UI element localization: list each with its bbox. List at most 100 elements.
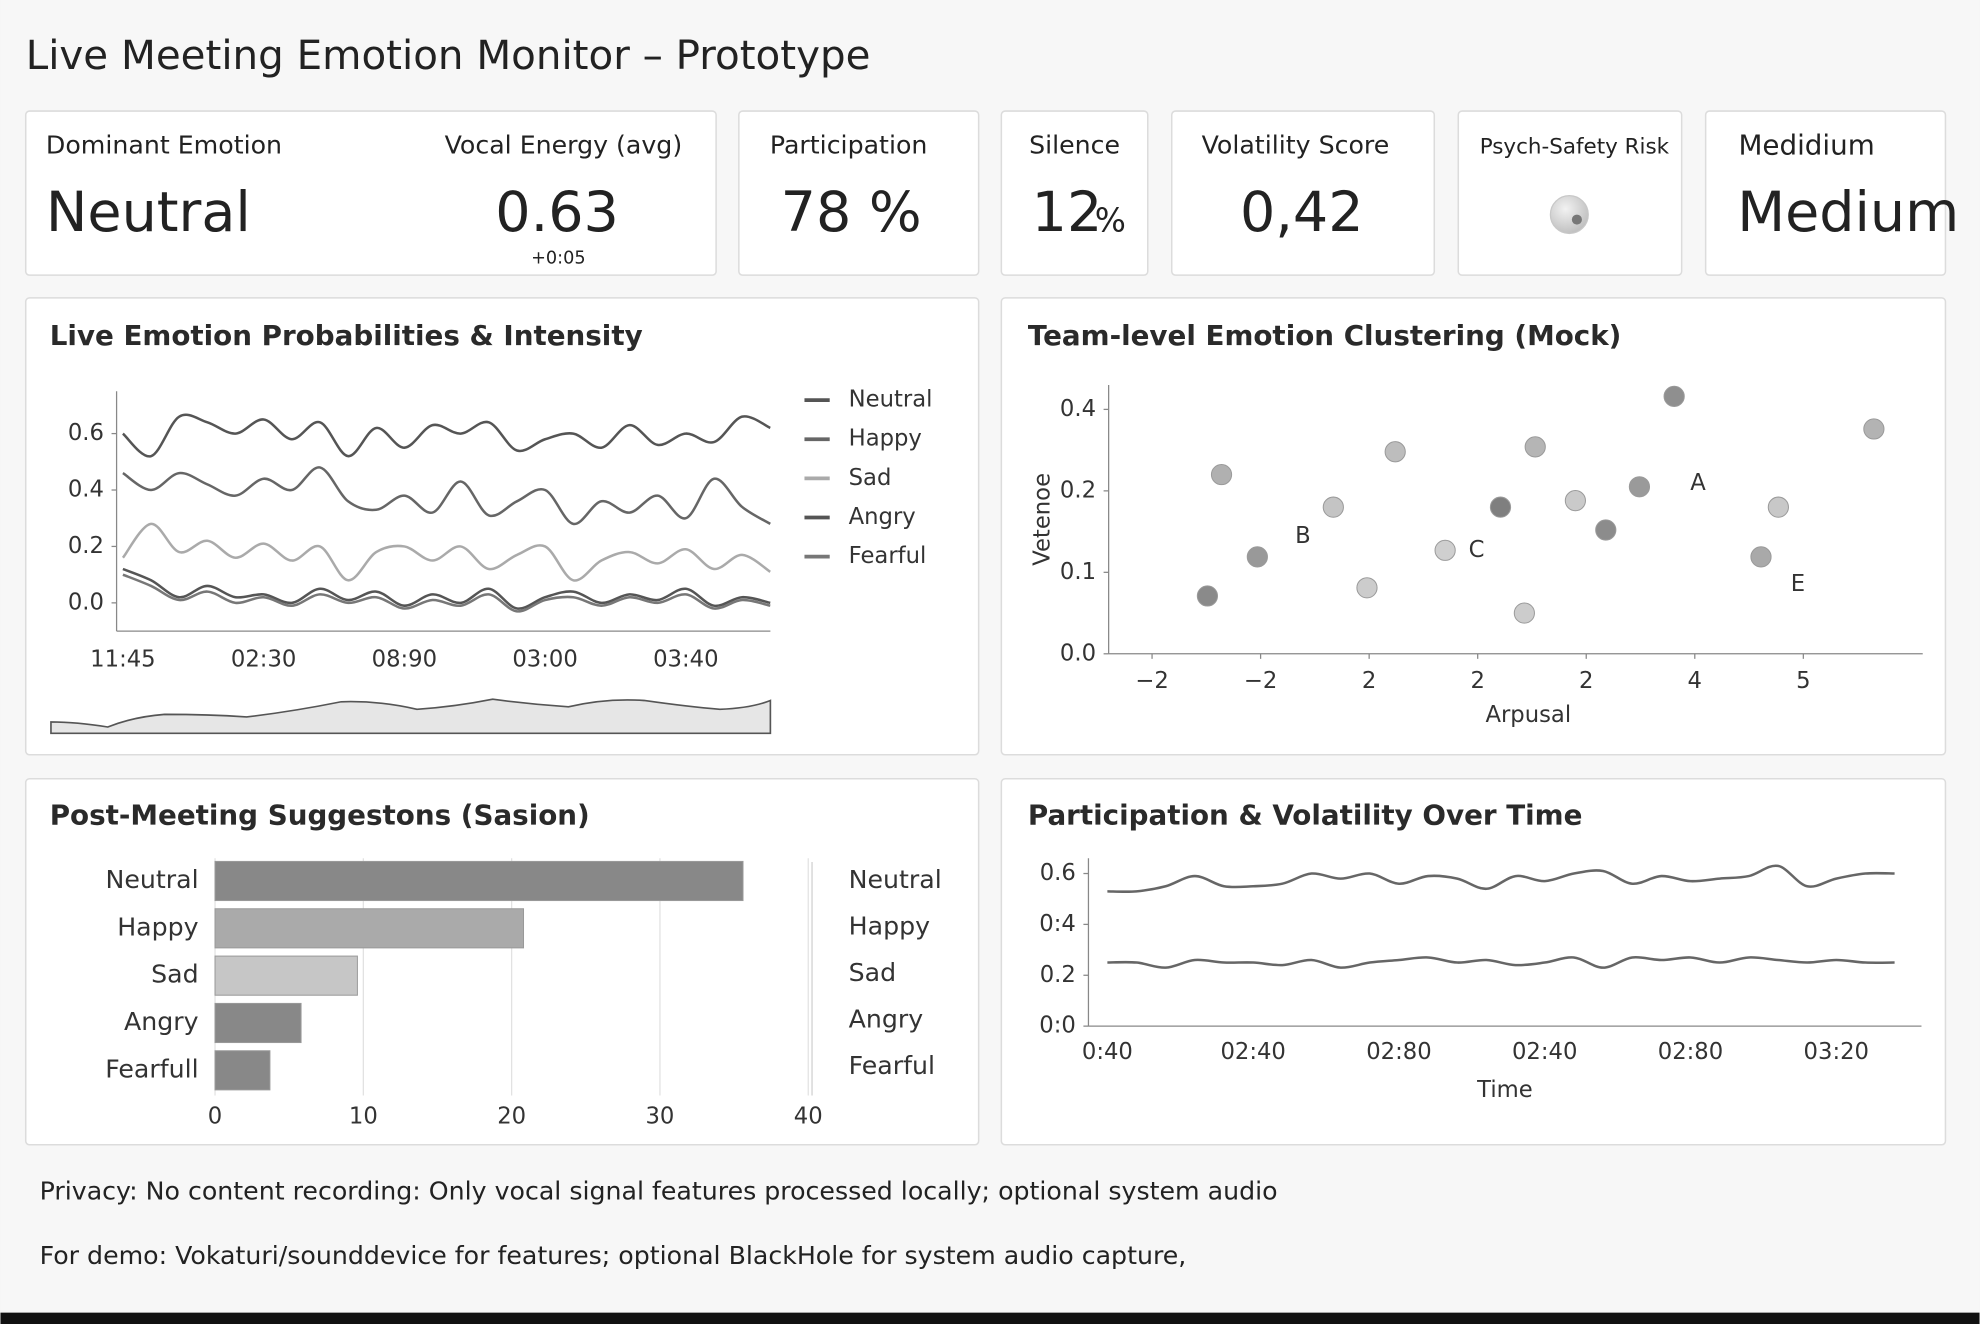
- kpi-card: [1170, 110, 1436, 276]
- scatter-point: [1513, 602, 1535, 624]
- bar: [214, 860, 744, 902]
- x-tick-label: 02:80: [1658, 1039, 1723, 1065]
- bar: [214, 1002, 302, 1044]
- x-tick-label: 02:40: [1512, 1039, 1577, 1065]
- x-tick-label: 0: [208, 1104, 222, 1130]
- scatter-point: [1434, 539, 1456, 561]
- note: Privacy: No content recording: Only voca…: [40, 1177, 1278, 1206]
- kpi-card: [24, 110, 717, 276]
- annotation: A: [1690, 470, 1706, 496]
- x-tick-label: 20: [497, 1104, 526, 1130]
- y-tick-label: 0.4: [68, 477, 104, 503]
- scatter-point: [1628, 476, 1651, 498]
- x-tick-label: 2: [1579, 668, 1593, 694]
- page-title: Live Meeting Emotion Monitor – Prototype: [26, 32, 871, 79]
- kpi-value: 78 %: [781, 180, 922, 245]
- x-tick-label: 0:40: [1082, 1039, 1133, 1065]
- legend-label: Neutral: [849, 387, 933, 413]
- kpi-card: [738, 110, 980, 276]
- bottom-edge: [0, 1312, 1980, 1324]
- scatter-point: [1322, 496, 1344, 518]
- y-tick-label: Fearfull: [105, 1054, 198, 1083]
- x-tick-label: 02:40: [1220, 1039, 1285, 1065]
- scatter-point: [1196, 585, 1219, 607]
- legend-label: Neutral: [849, 865, 942, 894]
- series-line: [121, 522, 771, 582]
- note: For demo: Vokaturi/sounddevice for featu…: [40, 1241, 1187, 1270]
- annotation: E: [1791, 571, 1805, 597]
- series-line: [122, 413, 771, 458]
- kpi-unit: %: [1095, 202, 1126, 240]
- panel-title: Post-Meeting Suggestons (Sasion): [50, 799, 590, 832]
- x-axis-label: Time: [1476, 1077, 1533, 1103]
- panel: [24, 297, 980, 756]
- y-tick-label: 0.2: [1040, 962, 1076, 988]
- kpi-label: Psych-Safety Risk: [1480, 135, 1670, 160]
- legend-label: Sad: [849, 465, 892, 491]
- y-tick-label: 0:4: [1039, 911, 1076, 937]
- kpi-card: [1000, 110, 1149, 276]
- x-tick-label: 2: [1470, 668, 1484, 694]
- legend-label: Happy: [849, 911, 930, 940]
- y-tick-label: 0.6: [1040, 860, 1076, 886]
- kpi-card: [1704, 110, 1947, 276]
- panel: [1000, 297, 1947, 756]
- bar: [214, 1050, 271, 1091]
- series-line: [122, 573, 771, 613]
- kpi-value: 0,42: [1240, 180, 1364, 245]
- x-tick-label: 03:40: [653, 647, 718, 673]
- scatter-point: [1750, 546, 1772, 568]
- risk-indicator: [1549, 195, 1589, 235]
- kpi-label: Participation: [770, 130, 928, 159]
- x-tick-label: −2: [1135, 668, 1168, 694]
- x-tick-label: 11:45: [90, 647, 155, 673]
- x-tick-label: −2: [1244, 668, 1277, 694]
- y-axis-label: Vetenoe: [1030, 473, 1056, 566]
- kpi-label: Medidium: [1738, 128, 1874, 161]
- series-line: [122, 466, 771, 526]
- legend-label: Fearful: [849, 543, 927, 569]
- y-tick-label: 0:0: [1039, 1013, 1076, 1039]
- kpi-value: Neutral: [46, 180, 251, 245]
- y-tick-label: Angry: [124, 1007, 199, 1036]
- y-tick-label: 0.1: [1060, 559, 1096, 585]
- x-tick-label: 08:90: [372, 647, 437, 673]
- legend-label: Angry: [849, 1004, 924, 1033]
- panel-title: Team-level Emotion Clustering (Mock): [1028, 319, 1622, 352]
- kpi-delta: +0:05: [531, 249, 585, 269]
- kpi-label: Vocal Energy (avg): [445, 130, 683, 159]
- y-tick-label: Happy: [117, 912, 198, 941]
- y-tick-label: 0.2: [68, 533, 104, 559]
- y-tick-label: Neutral: [105, 865, 198, 894]
- x-tick-label: 30: [646, 1104, 675, 1130]
- kpi-value: 12: [1032, 180, 1103, 245]
- legend-label: Fearful: [849, 1051, 935, 1080]
- legend-label: Angry: [849, 504, 916, 530]
- scatter-point: [1564, 490, 1586, 512]
- scatter-point: [1863, 418, 1885, 440]
- y-tick-label: 0.2: [1060, 477, 1096, 503]
- legend-label: Happy: [849, 426, 922, 452]
- annotation: C: [1469, 537, 1485, 563]
- y-tick-label: 0.0: [68, 589, 104, 615]
- x-tick-label: 40: [794, 1104, 823, 1130]
- x-axis-label: Arpusal: [1485, 702, 1571, 728]
- scatter-point: [1595, 519, 1617, 541]
- x-tick-label: 02:80: [1366, 1039, 1431, 1065]
- x-tick-label: 4: [1688, 668, 1702, 694]
- bar: [214, 908, 525, 949]
- series-line: [122, 567, 771, 610]
- x-tick-label: 03:00: [512, 647, 577, 673]
- y-tick-label: 0.6: [68, 420, 104, 446]
- scatter-point: [1767, 496, 1789, 518]
- bar: [214, 955, 358, 996]
- panel-title: Participation & Volatility Over Time: [1028, 799, 1583, 832]
- kpi-value: 0.63: [495, 180, 619, 245]
- scatter-point: [1663, 385, 1685, 407]
- x-tick-label: 02:30: [231, 647, 296, 673]
- y-tick-label: Sad: [151, 960, 199, 989]
- kpi-label: Silence: [1029, 130, 1120, 159]
- panel-title: Live Emotion Probabilities & Intensity: [50, 319, 643, 352]
- scatter-point: [1356, 577, 1378, 599]
